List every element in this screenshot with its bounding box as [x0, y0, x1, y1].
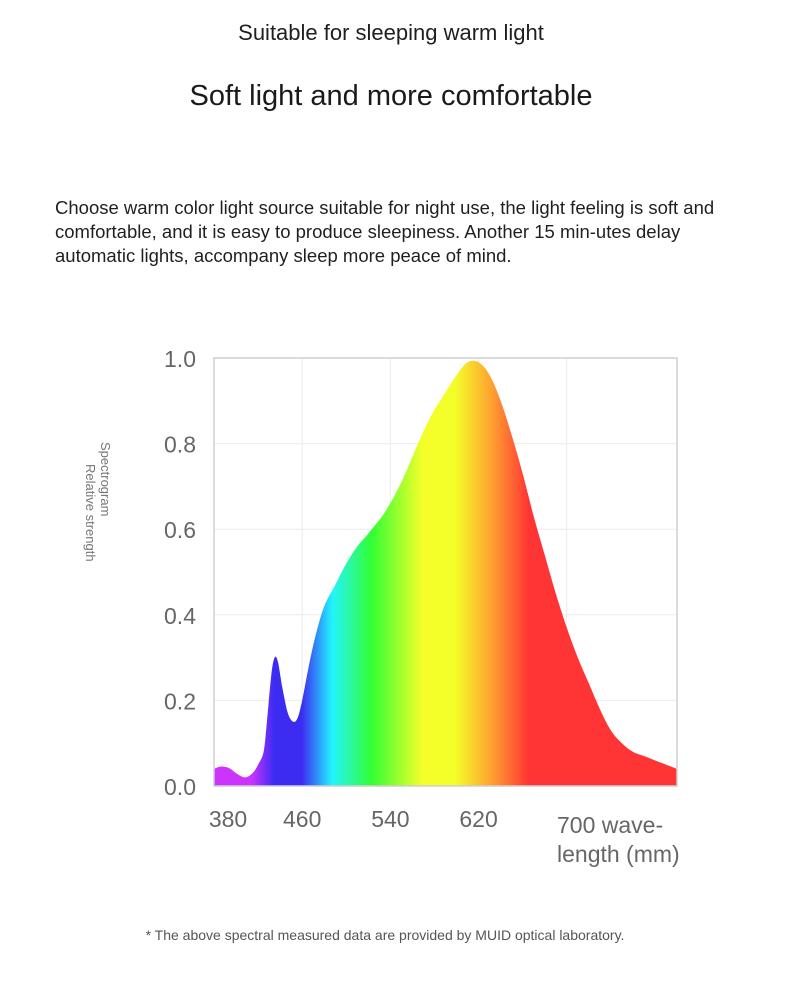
x-tick-label: 380	[209, 806, 247, 832]
spectrum-chart: 0.0 0.2 0.4 0.6 0.8 1.0 380 460 540 620 700 wave-l…	[164, 346, 680, 867]
spectrum-area	[214, 360, 677, 786]
y-tick-label: 0.2	[164, 688, 196, 714]
y-tick-label: 0.6	[164, 517, 196, 543]
x-axis-label-unit: length (mm)	[557, 841, 680, 867]
plot-frame	[213, 357, 678, 787]
subtitle: Suitable for sleeping warm light	[238, 20, 544, 45]
footnote: * The above spectral measured data are p…	[145, 927, 625, 943]
description-text: Choose warm color light source suitable …	[55, 197, 715, 266]
y-tick-label: 0.0	[164, 774, 196, 800]
y-tick-label: 0.8	[164, 432, 196, 458]
x-tick-label-700-wavelength: 700 wave-	[557, 812, 663, 838]
y-tick-label: 1.0	[164, 346, 196, 372]
tick-labels: 0.0 0.2 0.4 0.6 0.8 1.0 380 460 540 620 700 wave-l…	[164, 346, 680, 867]
x-tick-label: 620	[459, 806, 497, 832]
page-title: Soft light and more comfortable	[189, 80, 593, 112]
x-tick-label: 540	[371, 806, 409, 832]
y-axis-label-relative-strength: Relative strength	[83, 464, 98, 562]
y-tick-label: 0.4	[164, 603, 196, 629]
x-tick-label: 460	[283, 806, 321, 832]
y-axis-label-spectrogram: Spectrogram	[98, 442, 113, 517]
y-axis-label: Spectrogram Relative strength	[83, 442, 113, 672]
